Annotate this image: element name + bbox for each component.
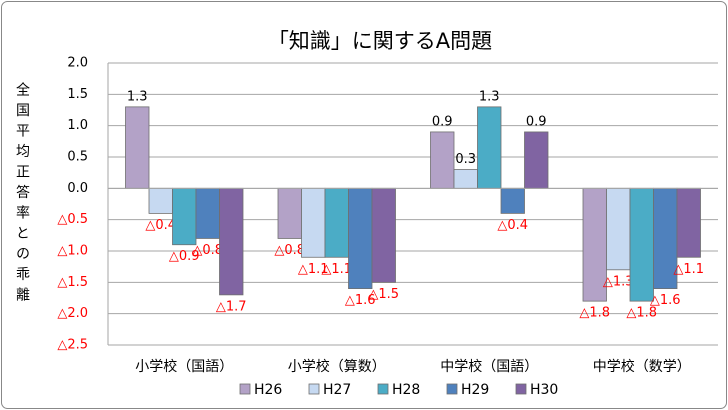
bar [676,187,701,258]
bar [524,131,549,189]
y-tick-label: △1.0 [57,244,88,259]
data-label: △1.1 [321,262,352,277]
legend-label: H28 [392,382,420,398]
y-tick-label: △1.5 [57,275,88,290]
data-label: △0.8 [192,243,223,258]
chart-title: 「知識」に関するA問題 [268,29,492,53]
bar [500,187,525,214]
data-label: △1.5 [368,287,399,302]
data-label: △0.9 [169,249,200,264]
bar [453,169,478,189]
bar [348,187,373,289]
legend-swatch [377,383,389,395]
legend-label: H26 [254,382,282,398]
y-tick-label: △0.5 [57,212,88,227]
y-tick-label: △2.5 [57,338,88,353]
bar [371,187,396,283]
data-label: 1.3 [127,89,148,104]
x-tick-label: 小学校（算数） [288,358,386,375]
y-tick-label: 1.5 [67,87,88,102]
data-label: △1.1 [673,262,704,277]
data-label: △1.8 [626,306,657,321]
y-tick-label: △2.0 [57,306,88,321]
bar [606,187,631,271]
data-label: △0.4 [497,218,528,233]
y-tick-label: 0.0 [67,181,88,196]
data-label: 1.3 [479,89,500,104]
bar [219,187,244,296]
x-tick-label: 中学校（国語） [440,358,538,375]
data-label: △0.4 [145,218,176,233]
bar [172,187,197,246]
data-label: 0.3 [455,152,476,167]
x-tick-label: 中学校（数学） [593,358,691,375]
data-label: △1.6 [650,293,681,308]
legend-label: H27 [323,382,351,398]
data-label: △1.8 [579,306,610,321]
data-label: △1.6 [345,293,376,308]
bar [277,187,302,239]
y-tick-label: 1.0 [67,118,88,133]
legend-swatch [515,383,527,395]
legend-swatch [308,383,320,395]
bar [301,187,326,258]
legend-swatch [239,383,251,395]
y-axis-label: 全国平均正答率との乖離 [14,81,30,307]
bar [195,187,220,239]
bar [430,131,455,189]
y-tick-label: 2.0 [67,56,88,71]
legend-label: H29 [461,382,489,398]
bar [629,187,654,302]
y-tick-label: 0.5 [67,150,88,165]
data-label: 0.9 [526,114,547,129]
legend-swatch [446,383,458,395]
bar [324,187,349,258]
bar [148,187,173,214]
bar [125,106,150,189]
data-label: △1.7 [216,299,247,314]
data-label: △0.8 [274,243,305,258]
data-label: △1.1 [298,262,329,277]
data-label: 0.9 [432,114,453,129]
legend-label: H30 [530,382,558,398]
data-label: △1.3 [603,274,634,289]
x-tick-label: 小学校（国語） [135,358,233,375]
bar [477,106,502,189]
